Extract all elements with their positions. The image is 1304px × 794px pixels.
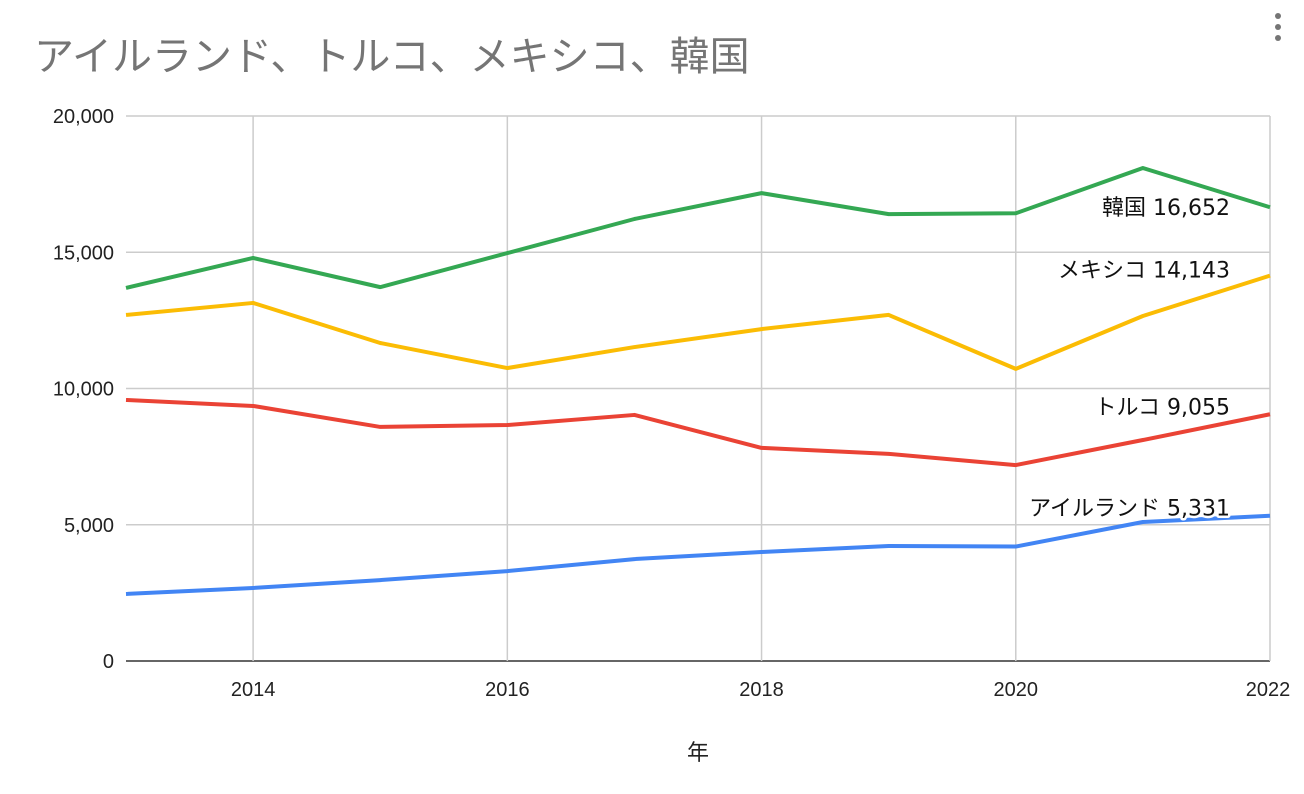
data-label: メキシコ 14,143 (1058, 259, 1230, 284)
data-label: トルコ 9,055 (1094, 395, 1230, 420)
y-tick-label: 5,000 (64, 515, 114, 537)
series-line-アイルランド (125, 513, 1271, 596)
y-tick-label: 0 (103, 651, 114, 673)
x-tick-label: 2018 (739, 679, 784, 701)
data-label: アイルランド 5,331 (1029, 497, 1230, 522)
x-tick-label: 2020 (994, 679, 1039, 701)
y-tick-label: 10,000 (53, 379, 114, 401)
x-axis-label: 年 (687, 741, 709, 766)
series-line-韓国 (125, 166, 1271, 290)
series-line-メキシコ (125, 273, 1271, 371)
y-tick-label: 20,000 (53, 106, 114, 128)
x-tick-label: 2022 (1246, 679, 1291, 701)
chart-title: アイルランド、トルコ、メキシコ、韓国 (34, 34, 750, 80)
x-tick-label: 2014 (231, 679, 276, 701)
more-vert-icon[interactable] (1268, 10, 1288, 46)
x-tick-label: 2016 (485, 679, 530, 701)
series-line-トルコ (125, 397, 1271, 468)
data-label: 韓国 16,652 (1102, 196, 1230, 221)
y-tick-label: 15,000 (53, 242, 114, 264)
